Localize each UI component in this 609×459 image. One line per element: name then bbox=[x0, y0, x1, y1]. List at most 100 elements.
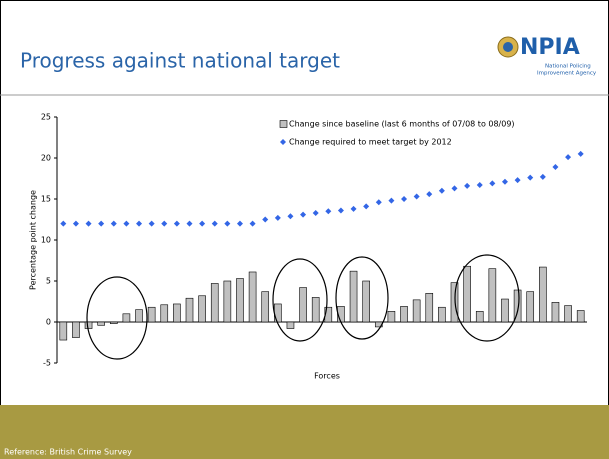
bar bbox=[349, 270, 358, 323]
annotations bbox=[86, 254, 520, 360]
diamond-marker bbox=[363, 203, 370, 210]
bar bbox=[551, 302, 560, 323]
bar bbox=[210, 283, 219, 323]
logo-sub: National Policing bbox=[545, 64, 591, 70]
bar bbox=[488, 268, 497, 323]
diamond-marker bbox=[211, 220, 218, 227]
diamond-marker bbox=[274, 214, 281, 221]
annotation-circle bbox=[335, 256, 389, 340]
logo-sub: Improvement Agency bbox=[537, 71, 597, 77]
slide-title: Progress against national target bbox=[20, 49, 340, 73]
x-axis-label: Forces bbox=[314, 372, 340, 381]
y-tick-label: 25 bbox=[41, 113, 51, 122]
bar bbox=[135, 309, 143, 323]
diamond-marker bbox=[401, 196, 408, 202]
bar bbox=[362, 280, 370, 323]
bar bbox=[122, 313, 131, 323]
bar bbox=[261, 291, 270, 323]
y-tick-label: 10 bbox=[41, 236, 51, 245]
diamond-marker bbox=[85, 220, 92, 227]
bar bbox=[387, 311, 396, 323]
bar bbox=[109, 321, 118, 324]
bar bbox=[248, 271, 257, 323]
bar bbox=[147, 306, 156, 323]
bar bbox=[539, 266, 547, 323]
bar bbox=[198, 295, 206, 323]
diamond-marker bbox=[438, 187, 445, 194]
y-tick-label: 20 bbox=[41, 154, 51, 163]
diamond-marker bbox=[350, 205, 357, 212]
diamond-marker bbox=[123, 220, 130, 227]
annotation-circle bbox=[272, 258, 328, 342]
bar bbox=[299, 287, 307, 323]
bar bbox=[564, 305, 572, 323]
bar bbox=[501, 298, 509, 323]
legend-swatch bbox=[280, 139, 286, 145]
diamond-marker bbox=[577, 150, 584, 157]
diamond-marker bbox=[60, 220, 67, 227]
logo-badge-center bbox=[503, 42, 513, 52]
diamond-marker bbox=[173, 220, 180, 227]
legend-swatch bbox=[279, 120, 288, 128]
diamond-marker bbox=[148, 220, 155, 227]
diamond-marker bbox=[98, 220, 105, 227]
diamond-marker bbox=[489, 180, 496, 187]
bar bbox=[185, 297, 194, 323]
diamond-marker bbox=[388, 197, 395, 204]
diamond-marker bbox=[539, 173, 546, 180]
y-tick-label: 15 bbox=[41, 195, 51, 204]
bar bbox=[475, 311, 484, 323]
diamond-marker bbox=[249, 220, 256, 227]
diamond-marker bbox=[186, 220, 193, 227]
legend-label: Change since baseline (last 6 months of … bbox=[289, 120, 515, 129]
diamond-marker bbox=[337, 207, 344, 214]
diamond-marker bbox=[136, 220, 143, 227]
bar bbox=[274, 303, 282, 323]
bar bbox=[576, 310, 585, 323]
bar bbox=[236, 278, 244, 323]
bar bbox=[160, 304, 169, 323]
diamond-marker bbox=[451, 185, 458, 192]
legend-label: Change required to meet target by 2012 bbox=[289, 138, 452, 147]
bar bbox=[450, 282, 459, 323]
bar bbox=[173, 303, 181, 323]
diamond-marker bbox=[262, 216, 269, 223]
bar bbox=[59, 321, 68, 341]
bar bbox=[526, 291, 535, 323]
diamond-marker bbox=[552, 164, 559, 171]
footer-band bbox=[0, 405, 609, 459]
diamond-marker bbox=[514, 177, 521, 184]
diamond-marker bbox=[413, 193, 420, 200]
diamond-marker bbox=[287, 213, 294, 220]
bar bbox=[223, 280, 232, 323]
bar bbox=[84, 321, 93, 329]
reference: Reference: British Crime Survey bbox=[4, 448, 132, 457]
bar bbox=[412, 299, 421, 323]
diamond-marker bbox=[527, 174, 534, 181]
y-tick-label: 5 bbox=[46, 277, 51, 286]
bar bbox=[311, 297, 320, 323]
y-tick-label: -5 bbox=[43, 359, 51, 368]
diamond-marker bbox=[501, 178, 508, 185]
bar bbox=[513, 289, 522, 323]
diamond-marker bbox=[375, 199, 382, 206]
logo: NPIA National Policing Improvement Agenc… bbox=[497, 35, 597, 77]
diamond-marker bbox=[224, 220, 231, 227]
bar bbox=[463, 265, 471, 323]
annotation-circle bbox=[86, 276, 148, 360]
bar bbox=[400, 306, 408, 323]
diamond-marker bbox=[72, 220, 79, 227]
bar bbox=[72, 321, 80, 338]
diamond-marker bbox=[199, 220, 206, 227]
annotation-circle bbox=[454, 254, 520, 342]
diamond-marker bbox=[476, 182, 483, 189]
diamond-marker bbox=[312, 209, 319, 216]
logo-text: NPIA bbox=[520, 35, 580, 60]
diamond-marker bbox=[236, 220, 243, 227]
bar bbox=[438, 306, 446, 323]
bar bbox=[97, 321, 105, 326]
diamond-marker bbox=[325, 208, 332, 215]
diamond-marker bbox=[565, 154, 572, 161]
